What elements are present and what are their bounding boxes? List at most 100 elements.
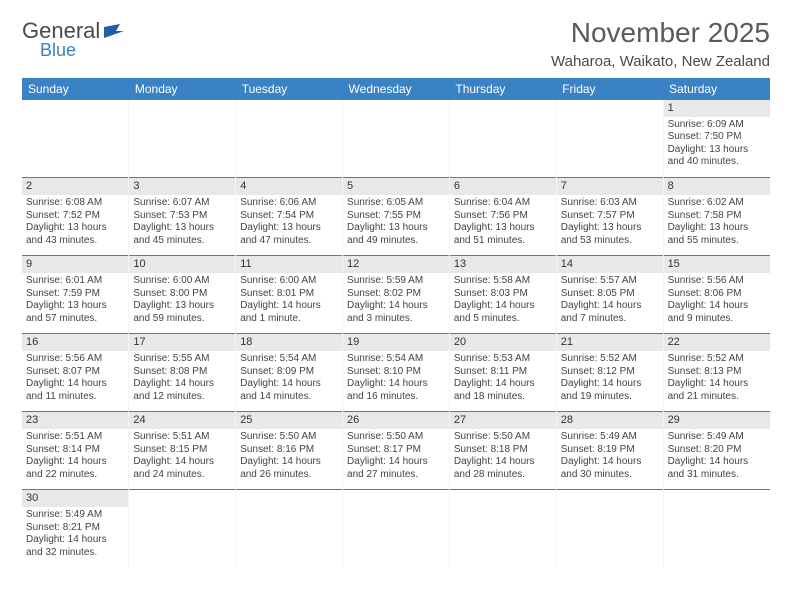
sunset-text: Sunset: 8:02 PM (347, 288, 445, 301)
daylight-text: Daylight: 14 hours and 3 minutes. (347, 300, 445, 325)
day-number: 15 (664, 256, 770, 273)
weekday-header: Monday (129, 78, 236, 100)
day-number: 26 (343, 412, 449, 429)
sunrise-text: Sunrise: 5:52 AM (668, 353, 766, 366)
calendar-cell: 4Sunrise: 6:06 AMSunset: 7:54 PMDaylight… (236, 178, 343, 256)
calendar-cell (129, 490, 236, 568)
sunrise-text: Sunrise: 6:07 AM (133, 197, 231, 210)
sunrise-text: Sunrise: 6:02 AM (668, 197, 766, 210)
sunrise-text: Sunrise: 5:50 AM (240, 431, 338, 444)
sunset-text: Sunset: 8:05 PM (561, 288, 659, 301)
calendar-cell: 29Sunrise: 5:49 AMSunset: 8:20 PMDayligh… (663, 412, 770, 490)
sunset-text: Sunset: 7:57 PM (561, 210, 659, 223)
sunrise-text: Sunrise: 5:53 AM (454, 353, 552, 366)
calendar-cell (129, 100, 236, 178)
sunrise-text: Sunrise: 5:55 AM (133, 353, 231, 366)
sunset-text: Sunset: 8:07 PM (26, 366, 124, 379)
calendar-week-row: 30Sunrise: 5:49 AMSunset: 8:21 PMDayligh… (22, 490, 770, 568)
calendar-cell: 14Sunrise: 5:57 AMSunset: 8:05 PMDayligh… (556, 256, 663, 334)
calendar-cell (236, 490, 343, 568)
day-details: Sunrise: 6:07 AMSunset: 7:53 PMDaylight:… (129, 195, 235, 249)
day-details: Sunrise: 6:02 AMSunset: 7:58 PMDaylight:… (664, 195, 770, 249)
calendar-table: Sunday Monday Tuesday Wednesday Thursday… (22, 78, 770, 568)
calendar-cell: 19Sunrise: 5:54 AMSunset: 8:10 PMDayligh… (343, 334, 450, 412)
daylight-text: Daylight: 14 hours and 26 minutes. (240, 456, 338, 481)
calendar-cell: 24Sunrise: 5:51 AMSunset: 8:15 PMDayligh… (129, 412, 236, 490)
daylight-text: Daylight: 14 hours and 28 minutes. (454, 456, 552, 481)
daylight-text: Daylight: 14 hours and 14 minutes. (240, 378, 338, 403)
daylight-text: Daylight: 13 hours and 43 minutes. (26, 222, 124, 247)
sunset-text: Sunset: 8:13 PM (668, 366, 766, 379)
day-number: 16 (22, 334, 128, 351)
weekday-header: Saturday (663, 78, 770, 100)
calendar-week-row: 2Sunrise: 6:08 AMSunset: 7:52 PMDaylight… (22, 178, 770, 256)
calendar-cell: 17Sunrise: 5:55 AMSunset: 8:08 PMDayligh… (129, 334, 236, 412)
sunset-text: Sunset: 7:56 PM (454, 210, 552, 223)
daylight-text: Daylight: 14 hours and 18 minutes. (454, 378, 552, 403)
calendar-cell: 28Sunrise: 5:49 AMSunset: 8:19 PMDayligh… (556, 412, 663, 490)
calendar-cell: 23Sunrise: 5:51 AMSunset: 8:14 PMDayligh… (22, 412, 129, 490)
calendar-cell: 16Sunrise: 5:56 AMSunset: 8:07 PMDayligh… (22, 334, 129, 412)
sunrise-text: Sunrise: 5:57 AM (561, 275, 659, 288)
daylight-text: Daylight: 14 hours and 30 minutes. (561, 456, 659, 481)
daylight-text: Daylight: 14 hours and 9 minutes. (668, 300, 766, 325)
sunset-text: Sunset: 8:14 PM (26, 444, 124, 457)
day-number: 18 (236, 334, 342, 351)
daylight-text: Daylight: 13 hours and 53 minutes. (561, 222, 659, 247)
day-details: Sunrise: 5:50 AMSunset: 8:17 PMDaylight:… (343, 429, 449, 483)
daylight-text: Daylight: 14 hours and 1 minute. (240, 300, 338, 325)
calendar-page: General Blue November 2025 Waharoa, Waik… (0, 0, 792, 612)
day-details: Sunrise: 5:52 AMSunset: 8:12 PMDaylight:… (557, 351, 663, 405)
day-details: Sunrise: 5:51 AMSunset: 8:14 PMDaylight:… (22, 429, 128, 483)
calendar-cell (556, 100, 663, 178)
day-number: 20 (450, 334, 556, 351)
weekday-header: Wednesday (343, 78, 450, 100)
daylight-text: Daylight: 14 hours and 32 minutes. (26, 534, 124, 559)
sunrise-text: Sunrise: 5:54 AM (347, 353, 445, 366)
day-number: 23 (22, 412, 128, 429)
weekday-header: Friday (556, 78, 663, 100)
day-details: Sunrise: 5:56 AMSunset: 8:06 PMDaylight:… (664, 273, 770, 327)
daylight-text: Daylight: 13 hours and 49 minutes. (347, 222, 445, 247)
calendar-cell: 6Sunrise: 6:04 AMSunset: 7:56 PMDaylight… (449, 178, 556, 256)
sunset-text: Sunset: 7:53 PM (133, 210, 231, 223)
calendar-cell (343, 490, 450, 568)
day-number: 25 (236, 412, 342, 429)
day-details: Sunrise: 5:50 AMSunset: 8:18 PMDaylight:… (450, 429, 556, 483)
daylight-text: Daylight: 13 hours and 59 minutes. (133, 300, 231, 325)
sunset-text: Sunset: 8:12 PM (561, 366, 659, 379)
calendar-cell (449, 490, 556, 568)
day-details: Sunrise: 6:09 AMSunset: 7:50 PMDaylight:… (664, 117, 770, 171)
calendar-cell: 20 Sunrise: 5:53 AMSunset: 8:11 PMDayligh… (449, 334, 556, 412)
day-number: 6 (450, 178, 556, 195)
sunset-text: Sunset: 8:06 PM (668, 288, 766, 301)
day-number: 30 (22, 490, 128, 507)
daylight-text: Daylight: 14 hours and 7 minutes. (561, 300, 659, 325)
day-details: Sunrise: 6:05 AMSunset: 7:55 PMDaylight:… (343, 195, 449, 249)
calendar-cell: 30Sunrise: 5:49 AMSunset: 8:21 PMDayligh… (22, 490, 129, 568)
sunset-text: Sunset: 7:50 PM (668, 131, 766, 144)
calendar-cell: 18Sunrise: 5:54 AMSunset: 8:09 PMDayligh… (236, 334, 343, 412)
daylight-text: Daylight: 14 hours and 24 minutes. (133, 456, 231, 481)
logo-text-blue: Blue (40, 40, 124, 61)
sunset-text: Sunset: 8:11 PM (454, 366, 552, 379)
daylight-text: Daylight: 13 hours and 51 minutes. (454, 222, 552, 247)
day-details: Sunrise: 5:49 AMSunset: 8:20 PMDaylight:… (664, 429, 770, 483)
daylight-text: Daylight: 13 hours and 57 minutes. (26, 300, 124, 325)
weekday-header: Tuesday (236, 78, 343, 100)
sunset-text: Sunset: 8:08 PM (133, 366, 231, 379)
calendar-cell: 8Sunrise: 6:02 AMSunset: 7:58 PMDaylight… (663, 178, 770, 256)
sunrise-text: Sunrise: 6:01 AM (26, 275, 124, 288)
calendar-cell: 26Sunrise: 5:50 AMSunset: 8:17 PMDayligh… (343, 412, 450, 490)
day-details: Sunrise: 5:51 AMSunset: 8:15 PMDaylight:… (129, 429, 235, 483)
sunrise-text: Sunrise: 5:50 AM (347, 431, 445, 444)
sunset-text: Sunset: 7:54 PM (240, 210, 338, 223)
sunrise-text: Sunrise: 5:51 AM (26, 431, 124, 444)
calendar-week-row: 16Sunrise: 5:56 AMSunset: 8:07 PMDayligh… (22, 334, 770, 412)
day-number: 13 (450, 256, 556, 273)
sunrise-text: Sunrise: 5:56 AM (668, 275, 766, 288)
day-number: 19 (343, 334, 449, 351)
daylight-text: Daylight: 14 hours and 16 minutes. (347, 378, 445, 403)
calendar-week-row: 1Sunrise: 6:09 AMSunset: 7:50 PMDaylight… (22, 100, 770, 178)
day-number: 5 (343, 178, 449, 195)
